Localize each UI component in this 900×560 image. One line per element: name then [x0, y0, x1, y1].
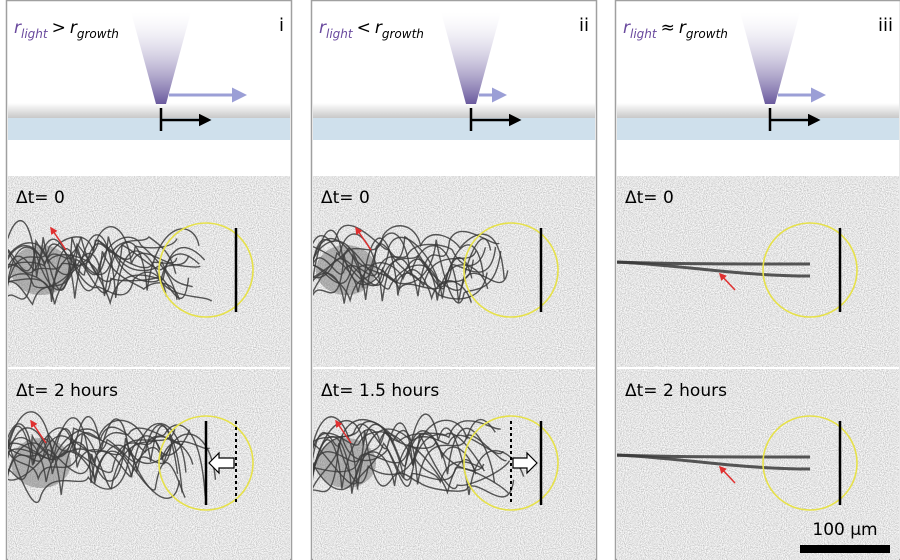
- scale-bar-label: 100 μm: [812, 520, 877, 540]
- time-label: Δt= 2 hours: [625, 381, 727, 401]
- scale-bar: [800, 545, 890, 553]
- fiber-cluster: [316, 245, 376, 295]
- subscript: light: [630, 27, 658, 41]
- substrate: [313, 118, 595, 140]
- substrate: [8, 118, 290, 140]
- operator: ≈: [661, 18, 675, 38]
- subscript: light: [326, 27, 354, 41]
- figure: rlight>rgrowthiΔt= 0Δt= 2 hoursrlight<rg…: [0, 0, 900, 560]
- panel-label: ii: [579, 15, 589, 36]
- time-label: Δt= 0: [16, 188, 65, 208]
- fiber-cluster: [11, 245, 71, 295]
- fiber-cluster: [316, 438, 376, 488]
- substrate-surface: [8, 103, 290, 118]
- subscript: growth: [382, 27, 424, 41]
- operator: >: [52, 18, 66, 38]
- time-label: Δt= 2 hours: [16, 381, 118, 401]
- fiber-cluster: [11, 438, 71, 488]
- time-label: Δt= 0: [321, 188, 370, 208]
- time-label: Δt= 1.5 hours: [321, 381, 439, 401]
- panel-label: i: [279, 15, 284, 36]
- substrate: [617, 118, 899, 140]
- subscript: growth: [686, 27, 728, 41]
- operator: <: [357, 18, 371, 38]
- subscript: growth: [77, 27, 119, 41]
- time-label: Δt= 0: [625, 188, 674, 208]
- substrate-surface: [617, 103, 899, 118]
- substrate-surface: [313, 103, 595, 118]
- subscript: light: [21, 27, 49, 41]
- panel-label: iii: [878, 15, 893, 36]
